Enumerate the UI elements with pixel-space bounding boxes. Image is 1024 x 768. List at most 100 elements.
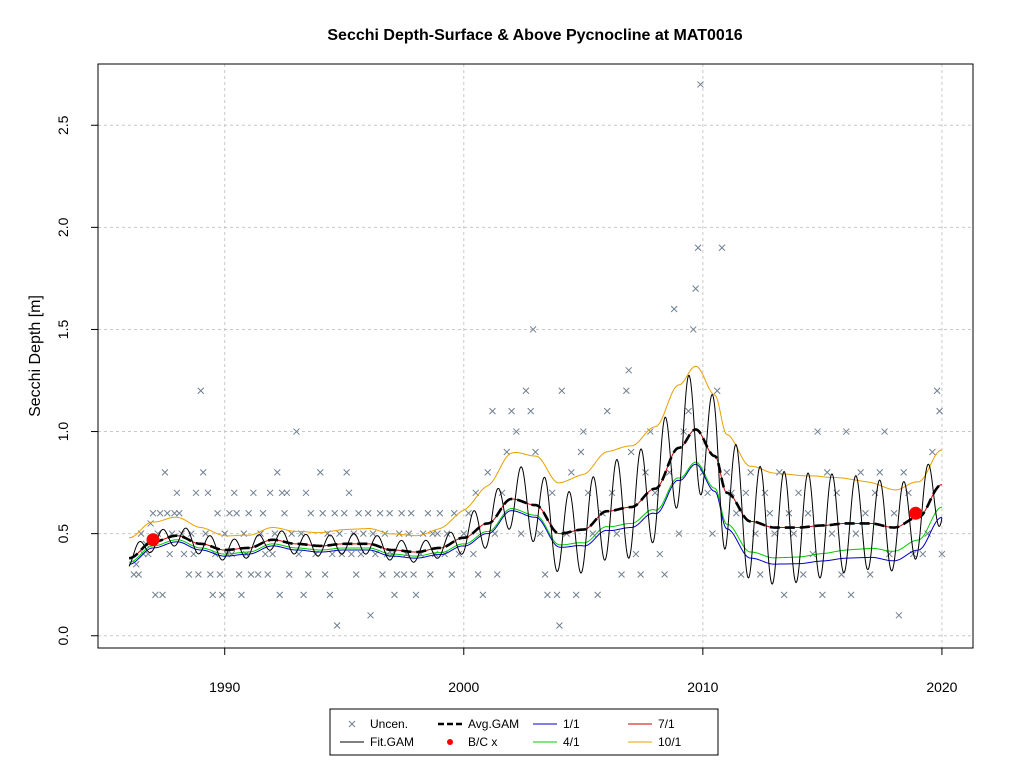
observation-point-224	[895, 611, 903, 619]
observation-point-180	[692, 285, 700, 292]
observation-point-160	[603, 407, 611, 415]
observation-point-110	[410, 571, 417, 578]
legend-entry-s4: 4/1	[533, 735, 580, 749]
observation-point-191	[737, 571, 745, 578]
x-tick-label-2000: 2000	[448, 679, 479, 695]
observation-point-131	[484, 469, 492, 476]
observation-point-140	[522, 387, 530, 395]
observation-point-119	[436, 509, 444, 517]
x-tick-label-2010: 2010	[687, 679, 718, 695]
observation-point-55	[266, 489, 274, 497]
observation-point-206	[809, 550, 817, 558]
legend-entry-obs: Uncen.	[348, 717, 408, 731]
observation-point-30	[204, 489, 212, 497]
observation-point-56	[269, 550, 276, 558]
y-tick-label-2.5: 2.5	[55, 115, 71, 135]
observation-point-207	[814, 428, 821, 435]
observation-point-185	[709, 530, 716, 538]
observation-point-188	[723, 469, 731, 476]
observation-point-41	[230, 489, 238, 497]
observation-point-61	[281, 509, 288, 517]
axis-layer: 1990 2000 2010 2020 0.0 0.5 1.0 1.5 2.0 2.5	[55, 115, 958, 695]
observation-point-49	[250, 489, 257, 497]
observation-point-232	[933, 387, 941, 395]
observation-point-216	[857, 469, 864, 476]
observation-point-58	[273, 469, 281, 476]
observation-point-172	[656, 550, 664, 558]
observation-point-166	[627, 448, 635, 456]
observation-point-27	[197, 387, 205, 395]
observation-point-11	[156, 509, 164, 517]
observation-point-223	[890, 509, 898, 517]
observation-point-141	[527, 407, 535, 415]
observation-point-145	[541, 571, 549, 578]
legend-entry-s7: 7/1	[628, 717, 675, 731]
observation-point-80	[333, 622, 341, 629]
observation-point-15	[166, 550, 174, 558]
observation-point-147	[548, 489, 556, 497]
observation-point-124	[455, 550, 463, 558]
observation-point-175	[670, 305, 678, 313]
observation-point-138	[513, 428, 520, 435]
observation-point-115	[426, 571, 434, 578]
observation-point-118	[434, 530, 441, 538]
observation-point-129	[474, 571, 482, 578]
observation-point-48	[247, 571, 255, 578]
observation-point-102	[391, 591, 398, 599]
observation-point-154	[577, 448, 585, 456]
observation-point-36	[218, 591, 226, 599]
observation-point-52	[259, 509, 267, 517]
observation-point-25	[192, 489, 200, 497]
observation-point-143	[532, 448, 539, 456]
observation-point-63	[285, 571, 293, 578]
observation-point-65	[293, 428, 300, 435]
observation-point-192	[742, 489, 750, 497]
observation-point-43	[235, 571, 243, 578]
legend-entry-s10: 10/1	[628, 735, 682, 749]
observation-point-69	[302, 489, 310, 497]
y-tick-label-0.0: 0.0	[55, 626, 71, 646]
observation-point-44	[238, 591, 245, 599]
observation-point-193	[747, 469, 755, 476]
observation-point-203	[795, 489, 802, 497]
y-tick-label-0.5: 0.5	[55, 524, 71, 544]
observation-point-186	[713, 387, 721, 395]
observation-point-139	[517, 530, 525, 538]
legend-label-s10: 10/1	[658, 735, 682, 749]
observation-point-137	[508, 407, 515, 415]
observation-point-114	[424, 509, 432, 517]
observation-point-234	[938, 550, 946, 558]
observation-point-42	[233, 509, 241, 517]
observation-point-196	[761, 489, 769, 497]
legend-label-bc: B/C x	[468, 735, 497, 749]
observation-point-132	[489, 407, 496, 415]
bc-point-1	[909, 506, 923, 520]
observation-point-91	[360, 530, 367, 538]
observation-point-89	[355, 509, 362, 517]
observation-point-152	[568, 469, 575, 476]
observation-point-109	[407, 509, 415, 517]
observation-point-150	[558, 387, 566, 395]
observation-point-125	[460, 530, 468, 538]
observation-point-113	[419, 530, 427, 538]
observation-point-21	[180, 550, 188, 558]
observation-point-229	[919, 550, 927, 558]
observation-point-31	[207, 571, 214, 578]
series-line-fit-gam	[128, 374, 943, 585]
observation-point-83	[340, 509, 348, 517]
observation-point-195	[756, 571, 764, 578]
observation-point-169	[642, 469, 649, 476]
observation-point-214	[847, 591, 855, 599]
observation-point-213	[842, 428, 850, 435]
observation-point-126	[465, 509, 472, 517]
observation-point-217	[862, 509, 869, 517]
series-line-s1	[129, 463, 943, 565]
observation-point-26	[195, 571, 202, 578]
observation-point-14	[163, 509, 171, 517]
observation-point-204	[799, 571, 807, 578]
observation-point-94	[369, 530, 377, 538]
observation-point-190	[732, 509, 740, 517]
observation-point-92	[364, 509, 372, 517]
observation-point-173	[661, 571, 668, 578]
